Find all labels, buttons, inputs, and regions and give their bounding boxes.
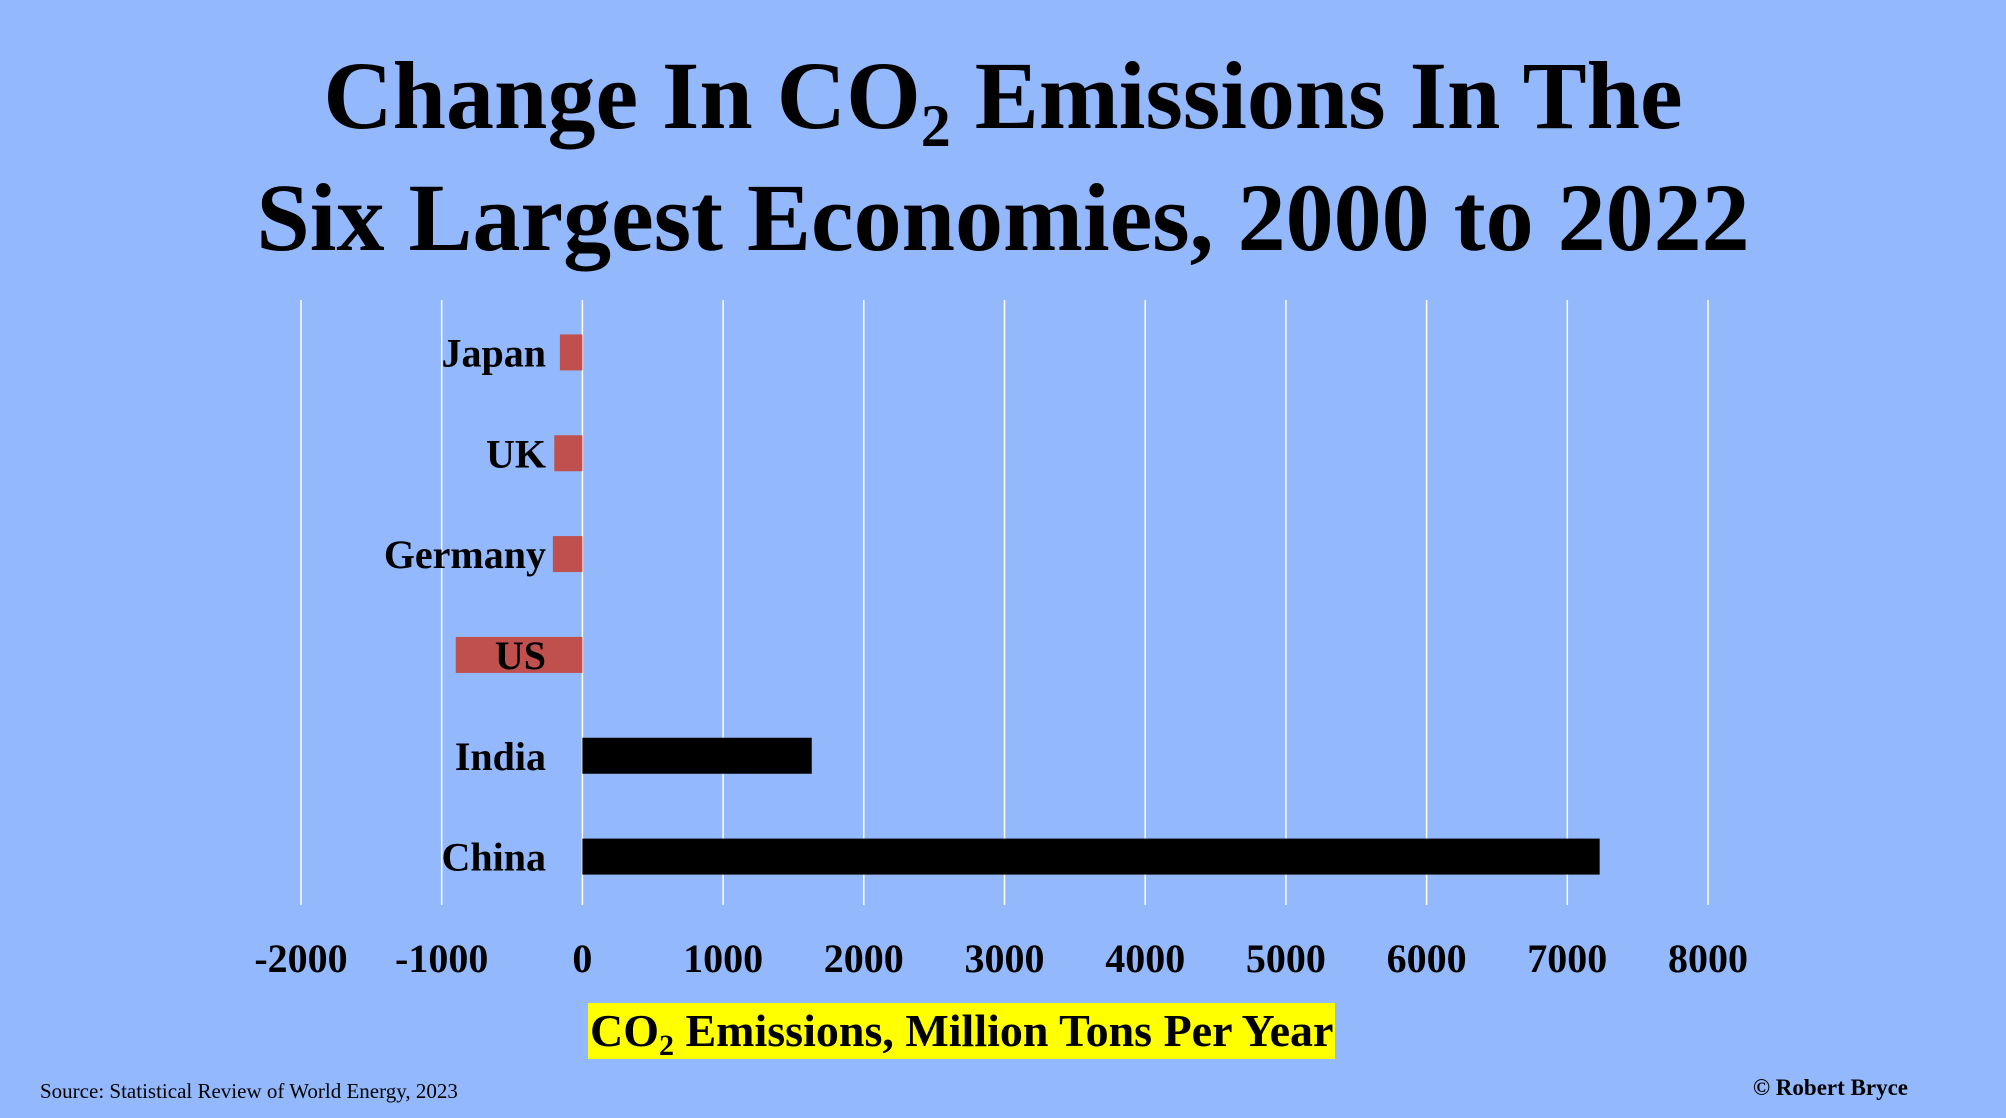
x-tick-label: 1000 (683, 936, 763, 981)
bar-germany (552, 536, 583, 573)
bars (455, 334, 1600, 875)
title-text-co: Change In CO (323, 42, 921, 149)
bar-india (582, 737, 812, 774)
x-tick-label: 7000 (1527, 936, 1607, 981)
chart-title-line-1: Change In CO2 Emissions In The (0, 48, 2006, 157)
category-label-us: US (495, 633, 546, 678)
bar-china (582, 838, 1600, 875)
x-tick-label: 4000 (1105, 936, 1185, 981)
x-axis-label-text: Emissions, Million Tons Per Year (674, 1005, 1334, 1056)
category-label-germany: Germany (384, 532, 546, 577)
grid-lines (300, 300, 1709, 905)
category-label-india: India (455, 734, 546, 779)
x-tick-label: -1000 (395, 936, 488, 981)
x-tick-label: 8000 (1668, 936, 1748, 981)
x-tick-label: 5000 (1246, 936, 1326, 981)
chart-title-line-2: Six Largest Economies, 2000 to 2022 (256, 164, 1750, 271)
x-axis-label-subscript: 2 (659, 1029, 674, 1062)
category-labels: Japan UK Germany US India China (384, 330, 546, 879)
x-tick-label: -2000 (254, 936, 347, 981)
bar-uk (554, 435, 583, 472)
title-subscript-2: 2 (920, 93, 951, 159)
x-tick-label: 0 (572, 936, 592, 981)
category-label-japan: Japan (442, 330, 547, 375)
category-label-china: China (442, 835, 547, 880)
x-axis-label: CO2 Emissions, Million Tons Per Year (588, 1003, 1336, 1062)
bar-us (455, 636, 583, 673)
x-tick-label: 6000 (1387, 936, 1467, 981)
x-tick-labels: -2000 -1000 0 1000 2000 3000 4000 5000 6000 7000 8… (254, 936, 1748, 981)
category-label-uk: UK (486, 431, 546, 476)
x-axis-label-co: CO (590, 1005, 659, 1056)
x-tick-label: 2000 (824, 936, 904, 981)
bar-japan (559, 334, 583, 371)
copyright-credit: © Robert Bryce (1752, 1075, 1908, 1100)
source-note: Source: Statistical Review of World Ener… (40, 1079, 458, 1103)
title-text-emissions: Emissions In The (950, 42, 1683, 149)
x-tick-label: 3000 (965, 936, 1045, 981)
